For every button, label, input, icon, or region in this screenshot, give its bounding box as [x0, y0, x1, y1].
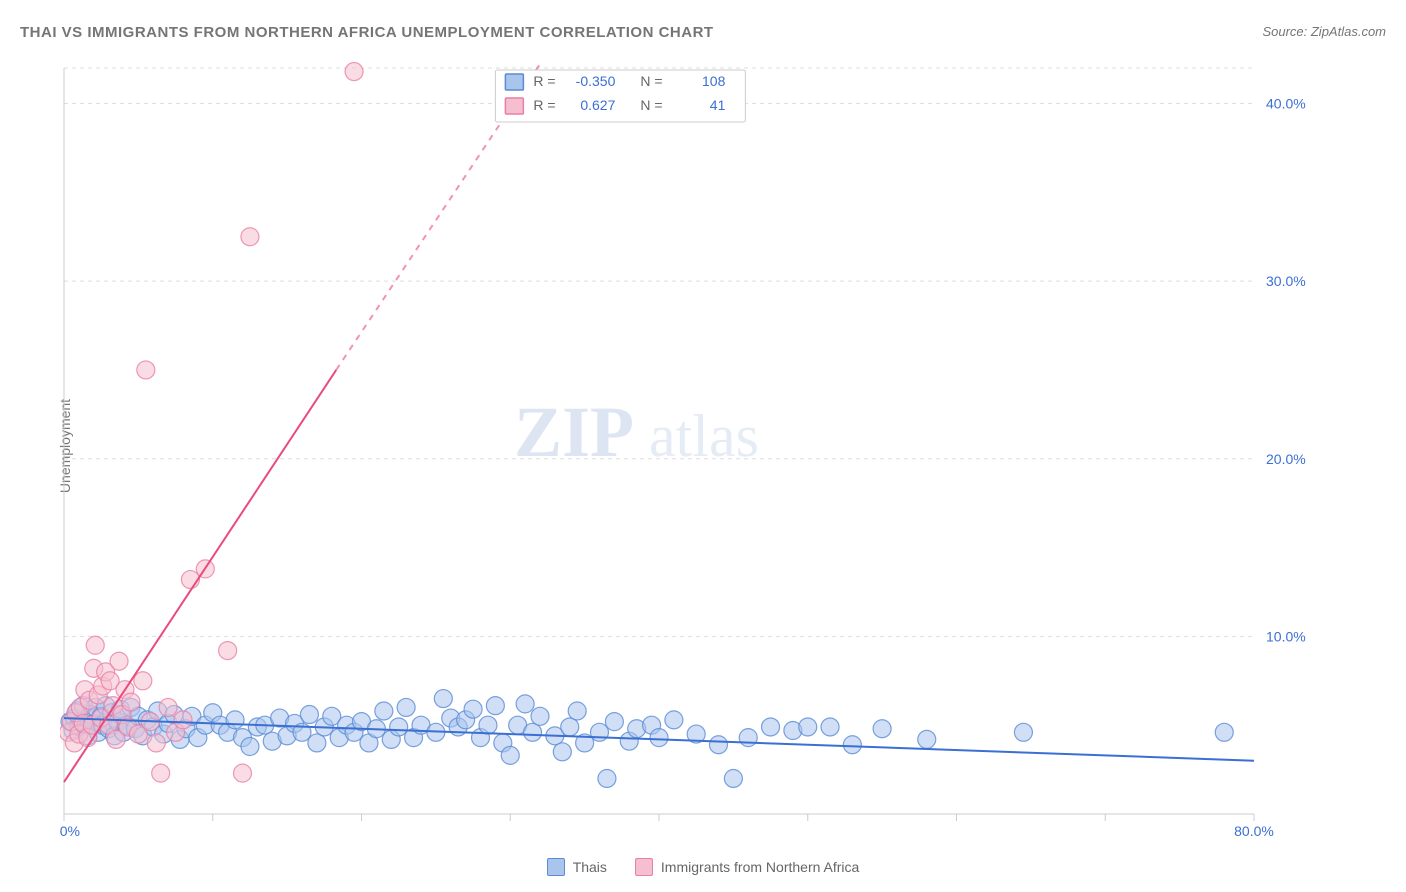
svg-text:N =: N =	[640, 73, 662, 89]
legend-label: Thais	[573, 859, 607, 875]
svg-text:41: 41	[710, 97, 726, 113]
svg-text:0.627: 0.627	[580, 97, 615, 113]
legend-swatch-pink	[635, 858, 653, 876]
svg-text:40.0%: 40.0%	[1266, 96, 1306, 112]
chart-title: THAI VS IMMIGRANTS FROM NORTHERN AFRICA …	[20, 24, 714, 41]
legend-swatch-blue	[547, 858, 565, 876]
legend: Thais Immigrants from Northern Africa	[0, 858, 1406, 876]
svg-text:R =: R =	[533, 73, 555, 89]
svg-text:10.0%: 10.0%	[1266, 628, 1306, 644]
svg-text:0.0%: 0.0%	[60, 823, 80, 839]
svg-text:N =: N =	[640, 97, 662, 113]
svg-text:80.0%: 80.0%	[1234, 823, 1274, 839]
legend-label: Immigrants from Northern Africa	[661, 859, 859, 875]
legend-item-thais: Thais	[547, 858, 607, 876]
chart-svg: 0.0% 80.0% 10.0% 20.0% 30.0% 40.0% ZIPatlas R =…	[60, 62, 1326, 842]
svg-text:R =: R =	[533, 97, 555, 113]
svg-text:30.0%: 30.0%	[1266, 273, 1306, 289]
svg-text:ZIP: ZIP	[514, 392, 634, 472]
legend-item-northern-africa: Immigrants from Northern Africa	[635, 858, 859, 876]
chart-plot-area: 0.0% 80.0% 10.0% 20.0% 30.0% 40.0% ZIPatlas R =…	[60, 62, 1326, 842]
source-attribution: Source: ZipAtlas.com	[1262, 24, 1386, 39]
svg-text:atlas: atlas	[649, 403, 759, 469]
svg-text:20.0%: 20.0%	[1266, 451, 1306, 467]
svg-text:-0.350: -0.350	[576, 73, 616, 89]
svg-text:108: 108	[702, 73, 726, 89]
